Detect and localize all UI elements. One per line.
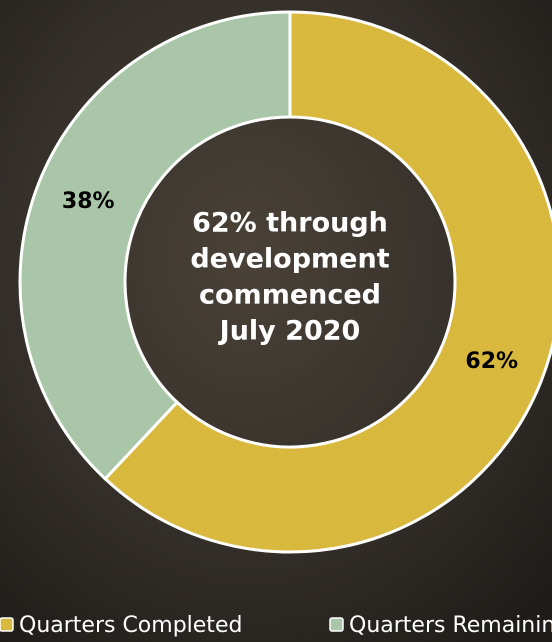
legend-swatch bbox=[0, 617, 14, 632]
center-line: 62% through bbox=[192, 208, 388, 239]
center-line: development bbox=[190, 244, 389, 275]
data-label: 62% bbox=[465, 349, 518, 374]
center-line: commenced bbox=[199, 280, 381, 311]
donut: 62% 38% bbox=[18, 10, 552, 554]
center-text: 62% through development commenced July 2020 bbox=[190, 208, 389, 347]
legend-swatch bbox=[329, 617, 344, 632]
legend-label: Quarters Completed bbox=[19, 613, 242, 638]
center-line: July 2020 bbox=[218, 316, 361, 347]
donut-segment bbox=[18, 10, 292, 481]
legend: Quarters Completed Quarters Remaining bbox=[0, 613, 552, 638]
donut-segment bbox=[103, 10, 552, 554]
data-label: 38% bbox=[62, 189, 115, 214]
legend-label: Quarters Remaining bbox=[349, 613, 552, 638]
